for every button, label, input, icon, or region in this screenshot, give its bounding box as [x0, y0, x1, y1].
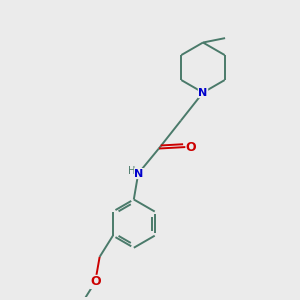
Text: O: O: [185, 141, 196, 154]
Text: N: N: [134, 169, 144, 178]
Text: O: O: [90, 275, 101, 288]
Text: N: N: [198, 88, 208, 98]
Text: H: H: [128, 166, 135, 176]
